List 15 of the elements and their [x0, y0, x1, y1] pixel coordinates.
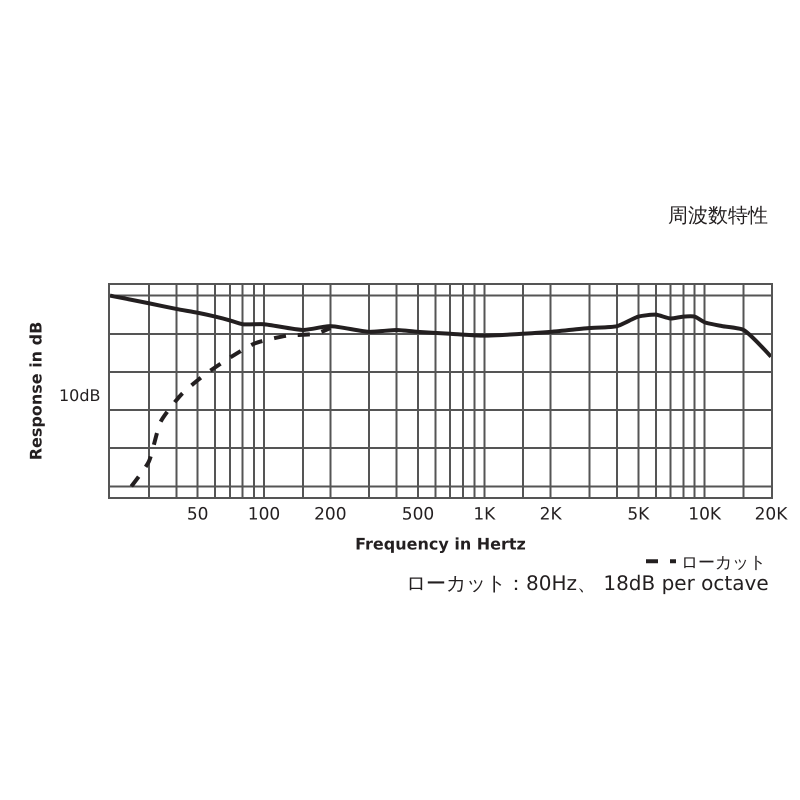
x-tick-label: 2K — [540, 504, 562, 524]
x-tick-label: 5K — [627, 504, 650, 524]
legend-label: ローカット — [681, 552, 766, 573]
x-tick-label: 100 — [248, 504, 280, 524]
x-tick-label: 20K — [754, 504, 788, 524]
text: 10dB — [59, 386, 100, 405]
x-tick-label: 500 — [402, 504, 434, 524]
x-tick-label: 10K — [688, 504, 722, 524]
x-tick-label: 200 — [314, 504, 347, 524]
y-axis-title: Response in dB — [26, 322, 46, 460]
text: ローカット：80Hz、 18dB per octave — [406, 571, 769, 595]
x-tick-label: 1K — [473, 504, 496, 524]
x-axis-title: Frequency in Hertz — [355, 534, 526, 554]
x-tick-label: 50 — [186, 504, 208, 524]
chart-title: 周波数特性 — [668, 203, 768, 227]
